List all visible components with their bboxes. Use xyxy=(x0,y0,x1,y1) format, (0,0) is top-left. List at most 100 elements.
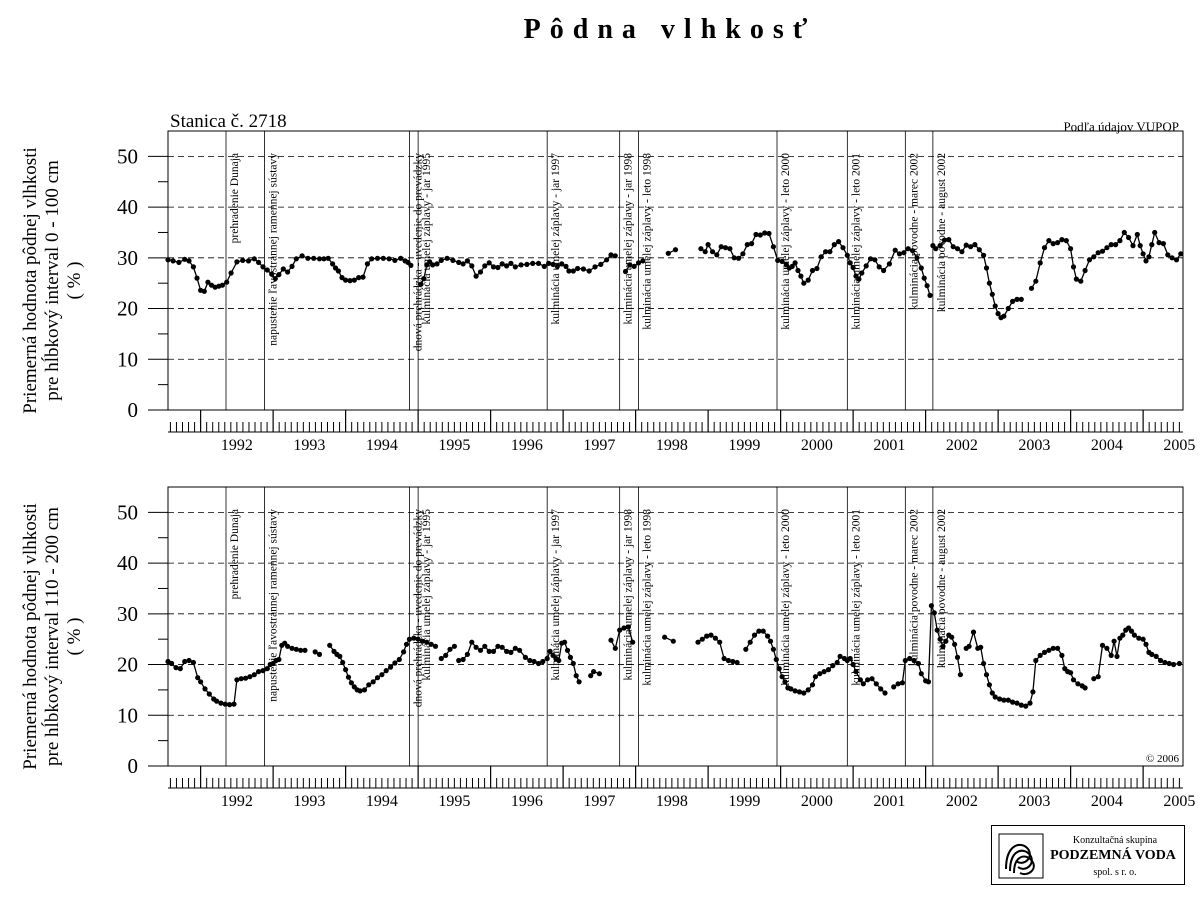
data-point xyxy=(438,257,444,263)
logo-line-1: Konzultačná skupina xyxy=(1072,835,1158,846)
y-tick-label: 30 xyxy=(117,602,138,626)
data-point xyxy=(202,686,208,692)
data-point xyxy=(170,258,176,264)
y-tick-label: 40 xyxy=(117,551,138,575)
data-point xyxy=(1030,689,1036,695)
data-point xyxy=(415,636,421,642)
data-point xyxy=(665,250,671,256)
data-point xyxy=(325,255,331,261)
data-point xyxy=(418,281,424,287)
data-point xyxy=(276,272,282,278)
data-point xyxy=(456,259,462,265)
data-point xyxy=(937,636,943,642)
data-point xyxy=(915,660,922,667)
data-point xyxy=(837,653,843,660)
data-point xyxy=(190,659,196,666)
x-tick-label: 2004 xyxy=(1091,793,1123,810)
data-point xyxy=(983,265,990,271)
data-point xyxy=(740,251,746,257)
data-point xyxy=(1126,234,1132,241)
data-point xyxy=(388,664,394,670)
data-point xyxy=(617,627,623,633)
data-point xyxy=(347,278,353,284)
data-point xyxy=(1082,267,1088,274)
data-point xyxy=(1005,697,1011,703)
data-point xyxy=(447,646,453,652)
data-point xyxy=(364,261,370,267)
copyright-label: © 2006 xyxy=(1146,753,1180,765)
data-point xyxy=(473,273,479,279)
data-point xyxy=(612,253,618,259)
data-point xyxy=(1027,700,1033,706)
data-point xyxy=(725,657,732,664)
data-point xyxy=(260,668,266,674)
event-label-text: kulminácia umelej záplavy - leto 2001 xyxy=(850,509,862,686)
data-point xyxy=(981,252,987,258)
data-point xyxy=(714,252,720,258)
data-point xyxy=(374,675,381,681)
data-point xyxy=(531,658,537,665)
data-point xyxy=(238,676,244,682)
y-axis-label-line: ( % ) xyxy=(64,618,85,656)
data-point xyxy=(1023,703,1029,709)
data-point xyxy=(1114,653,1120,660)
data-point xyxy=(896,251,903,257)
data-point xyxy=(844,252,850,258)
data-point xyxy=(1171,661,1177,668)
data-point xyxy=(424,639,430,645)
data-point xyxy=(379,672,385,678)
data-point xyxy=(776,666,782,672)
series-line xyxy=(167,642,305,706)
data-point xyxy=(708,632,714,638)
logo-line-2: PODZEMNÁ VODA xyxy=(1050,848,1176,863)
panel-1: 0 10 20 30 40 50 1992 1993 1994 1995 1996 1997 1998 1… xyxy=(20,111,1195,454)
data-point xyxy=(954,654,961,661)
data-point xyxy=(625,624,632,630)
data-point xyxy=(892,247,898,253)
data-point xyxy=(567,654,574,661)
data-point xyxy=(827,249,833,255)
data-point xyxy=(818,254,824,260)
data-point xyxy=(749,241,755,247)
x-tick-label: 1998 xyxy=(656,793,688,810)
data-point xyxy=(1082,685,1088,691)
data-point xyxy=(508,649,514,656)
data-point xyxy=(1104,245,1110,251)
data-point xyxy=(860,681,866,687)
data-point xyxy=(1130,243,1136,249)
data-point xyxy=(450,257,456,263)
data-point xyxy=(695,639,701,645)
data-point xyxy=(788,686,794,692)
data-point xyxy=(563,263,569,269)
data-point xyxy=(972,242,978,248)
data-point xyxy=(490,264,497,270)
data-point xyxy=(477,269,484,275)
data-point xyxy=(876,264,882,270)
x-tick-label: 1997 xyxy=(583,437,615,454)
data-point xyxy=(1146,254,1152,260)
data-point xyxy=(260,264,266,270)
event-label-text: napustenie ľavostrannej ramennej sústavy xyxy=(267,153,279,346)
data-point xyxy=(1063,238,1069,244)
data-point xyxy=(853,669,859,675)
data-point xyxy=(1117,238,1123,244)
data-point xyxy=(927,292,933,298)
data-point xyxy=(264,666,270,672)
data-point xyxy=(596,671,603,677)
data-point xyxy=(1041,649,1048,656)
data-point xyxy=(957,672,964,678)
data-point xyxy=(272,276,278,282)
data-point xyxy=(905,246,911,252)
data-point xyxy=(631,263,637,269)
event-label: prehradenie Dunaja xyxy=(229,509,241,599)
data-point xyxy=(406,636,412,642)
data-point xyxy=(795,267,801,274)
data-point xyxy=(1113,242,1119,248)
data-point xyxy=(386,256,392,262)
data-point xyxy=(490,648,497,655)
data-point xyxy=(718,244,724,250)
data-point xyxy=(598,261,604,267)
data-point xyxy=(383,668,389,674)
data-point xyxy=(1033,278,1039,284)
data-point xyxy=(743,646,749,652)
